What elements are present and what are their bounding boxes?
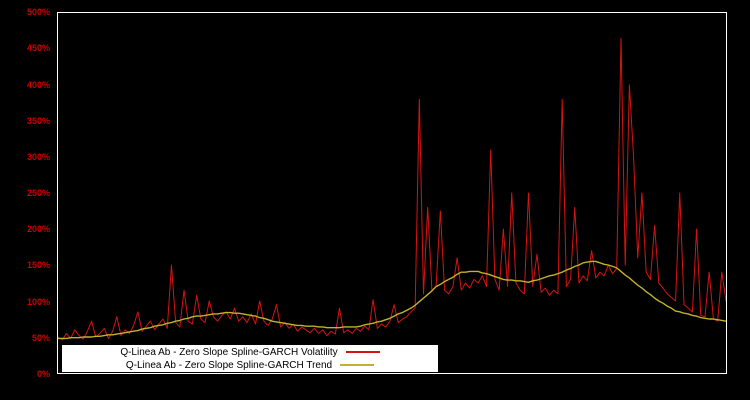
legend-item: Q-Linea Ab - Zero Slope Spline-GARCH Tre… (62, 359, 438, 372)
legend-line-sample-trend (340, 364, 375, 366)
y-axis-tick-label: 350% (26, 116, 50, 126)
trend-line (58, 260, 726, 340)
legend-line-sample-volatility (345, 351, 380, 353)
plot-area (57, 12, 727, 374)
y-axis-tick-label: 400% (26, 80, 50, 90)
legend-label-volatility: Q-Linea Ab - Zero Slope Spline-GARCH Vol… (120, 346, 338, 358)
y-axis-tick-label: 0% (36, 369, 50, 379)
y-axis-tick-label: 250% (26, 188, 50, 198)
legend: Q-Linea Ab - Zero Slope Spline-GARCH Vol… (62, 345, 438, 372)
y-axis-tick-label: 300% (26, 152, 50, 162)
legend-label-trend: Q-Linea Ab - Zero Slope Spline-GARCH Tre… (125, 359, 333, 371)
volatility-line (58, 37, 726, 341)
y-axis-tick-label: 450% (26, 43, 50, 53)
y-axis-tick-label: 100% (26, 297, 50, 307)
y-axis-tick-label: 150% (26, 260, 50, 270)
y-axis-tick-label: 50% (31, 333, 50, 343)
legend-item: Q-Linea Ab - Zero Slope Spline-GARCH Vol… (62, 346, 438, 359)
y-axis-tick-label: 500% (26, 7, 50, 17)
y-axis: 500% 450% 400% 350% 300% 250% 200% 150% … (0, 0, 52, 400)
y-axis-tick-label: 200% (26, 224, 50, 234)
plot-svg (58, 37, 726, 341)
